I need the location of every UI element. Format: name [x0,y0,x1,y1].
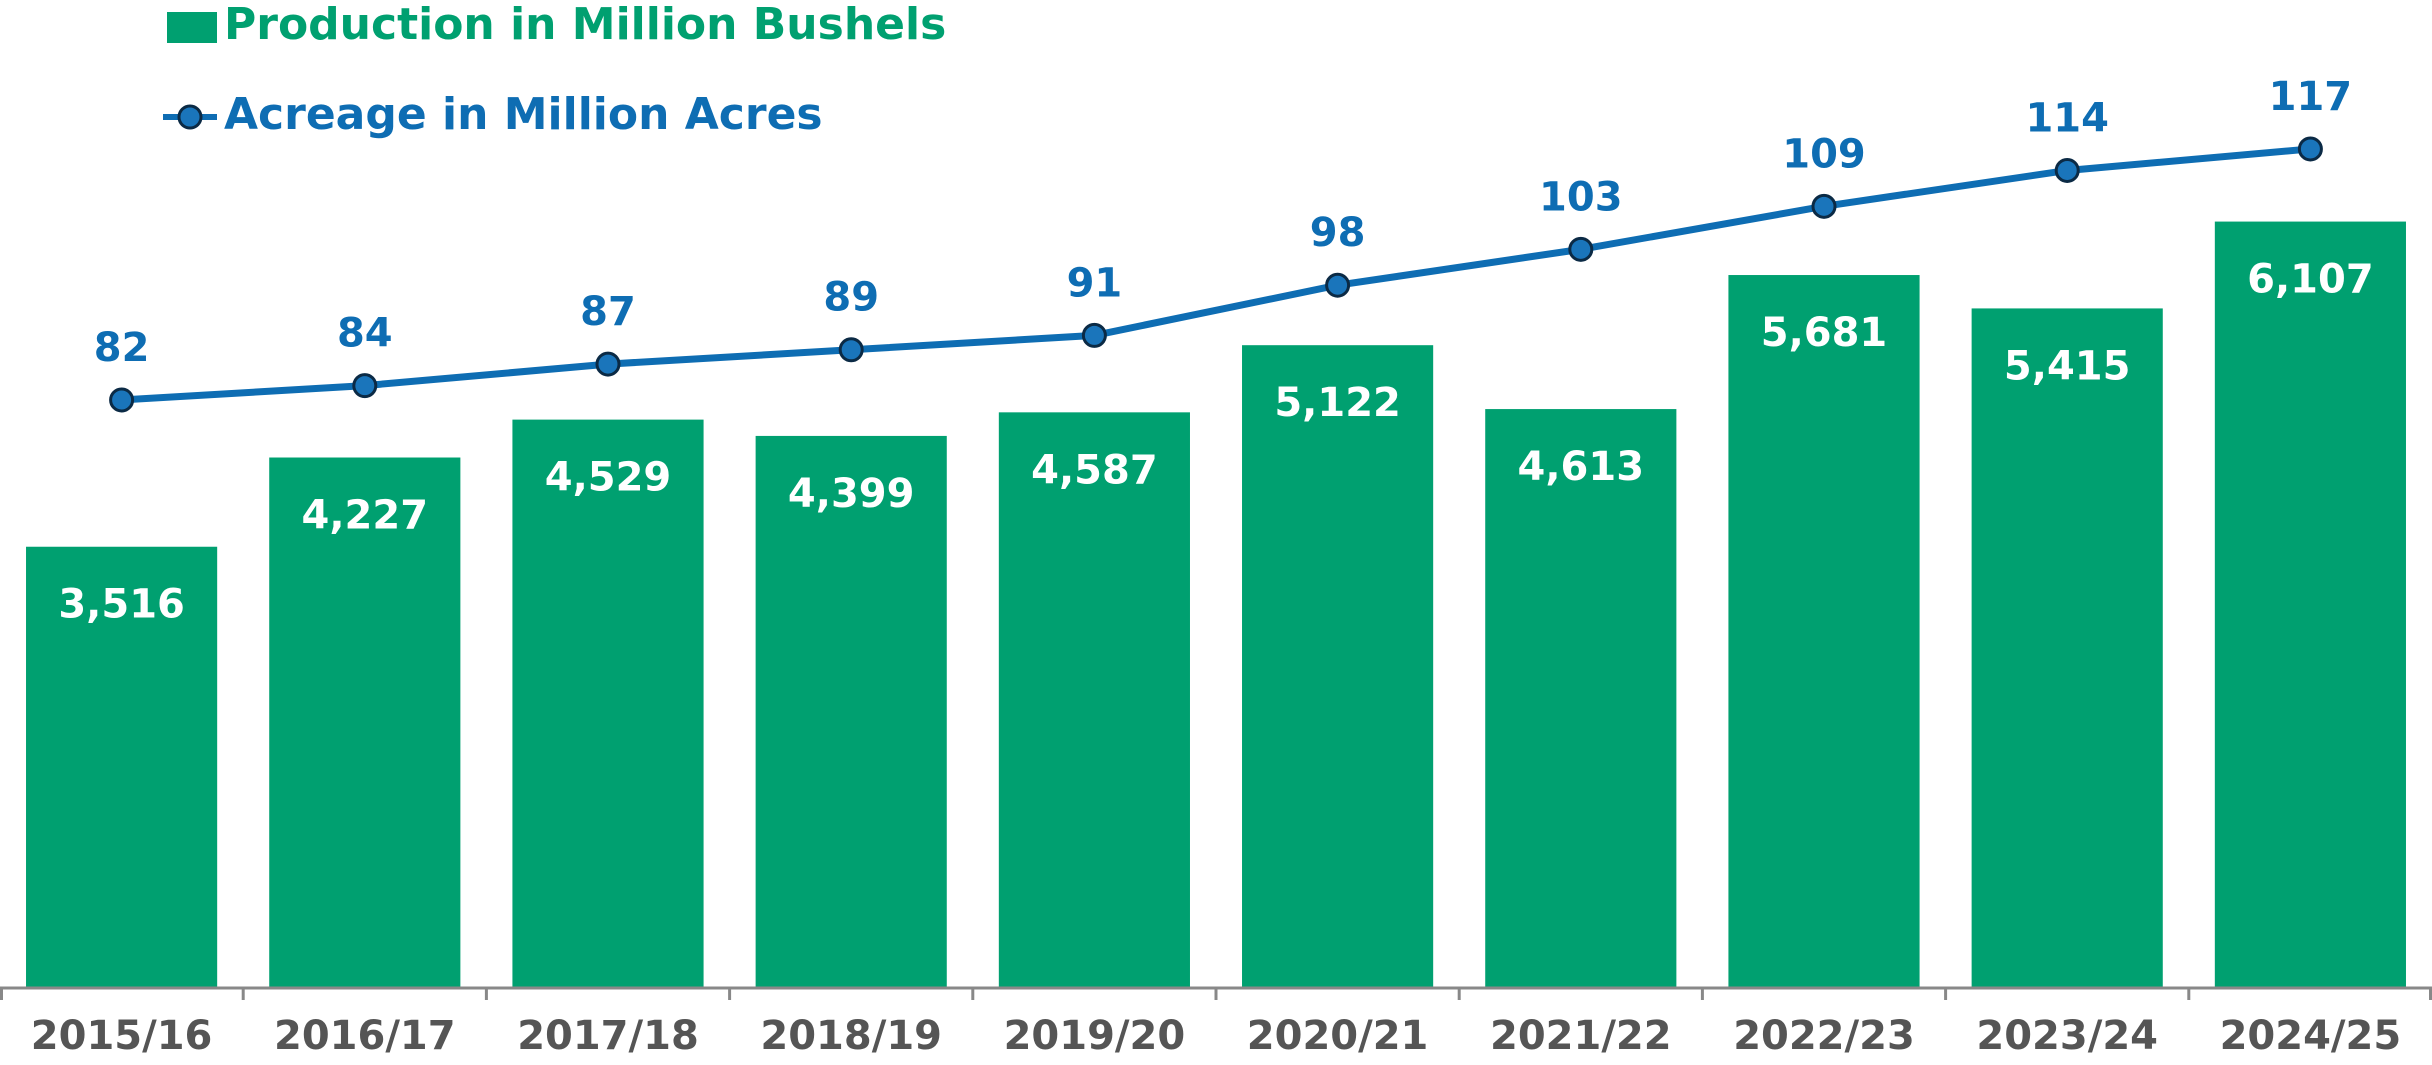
line-marker [1811,193,1837,219]
line-value-label: 109 [1782,131,1866,177]
legend-label: Production in Million Bushels [224,0,946,50]
line-marker [1325,272,1351,298]
line-value-label: 84 [337,311,393,357]
bar-value-label: 5,681 [1761,310,1888,356]
legend-label: Acreage in Million Acres [224,89,823,140]
line-marker [2054,157,2080,183]
line-marker [352,373,378,399]
line-marker [109,387,135,413]
bar [269,457,461,989]
bar-value-label: 5,415 [2004,343,2131,389]
bar-value-label: 3,516 [58,582,185,628]
x-tick-label: 2021/22 [1490,1013,1672,1059]
line-marker [838,337,864,363]
bar [1971,308,2163,989]
x-tick-label: 2020/21 [1247,1013,1429,1059]
bar [512,419,704,989]
line-value-label: 103 [1539,174,1623,220]
x-tick-label: 2015/16 [31,1013,213,1059]
line-value-label: 114 [2025,95,2109,141]
bar [1485,409,1677,989]
line-marker [1081,322,1107,348]
line-value-label: 89 [823,275,879,321]
bar-value-label: 4,227 [302,493,429,539]
bar [26,546,218,988]
bar [2214,221,2406,988]
line-marker [1568,236,1594,262]
bar-value-label: 4,529 [545,455,672,501]
line-value-label: 91 [1067,260,1123,306]
line-value-label: 87 [580,289,636,335]
x-tick-label: 2023/24 [1976,1013,2158,1059]
line-value-label: 82 [94,325,150,371]
legend: Production in Million Bushels Acreage in… [163,0,946,140]
legend-marker [177,104,203,130]
x-tick-label: 2022/23 [1733,1013,1915,1059]
bar [998,412,1190,988]
x-tick-label: 2017/18 [517,1013,699,1059]
bar-value-label: 4,399 [788,471,915,517]
legend-swatch [167,12,217,43]
bar-value-label: 4,613 [1518,444,1645,490]
line-value-label: 98 [1310,210,1366,256]
x-tick-label: 2019/20 [1004,1013,1186,1059]
line [121,145,2311,404]
bar-value-label: 4,587 [1031,447,1158,493]
bar [1728,275,1920,988]
bar [755,435,947,988]
x-tick-label: 2016/17 [274,1013,456,1059]
line-marker [595,351,621,377]
x-tick-label: 2024/25 [2220,1013,2402,1059]
x-tick-label: 2018/19 [760,1013,942,1059]
bar-value-label: 6,107 [2247,257,2374,303]
line-value-label: 117 [2269,74,2353,120]
line-marker [2297,136,2323,162]
bar [1242,345,1434,989]
bar-value-label: 5,122 [1274,380,1401,426]
